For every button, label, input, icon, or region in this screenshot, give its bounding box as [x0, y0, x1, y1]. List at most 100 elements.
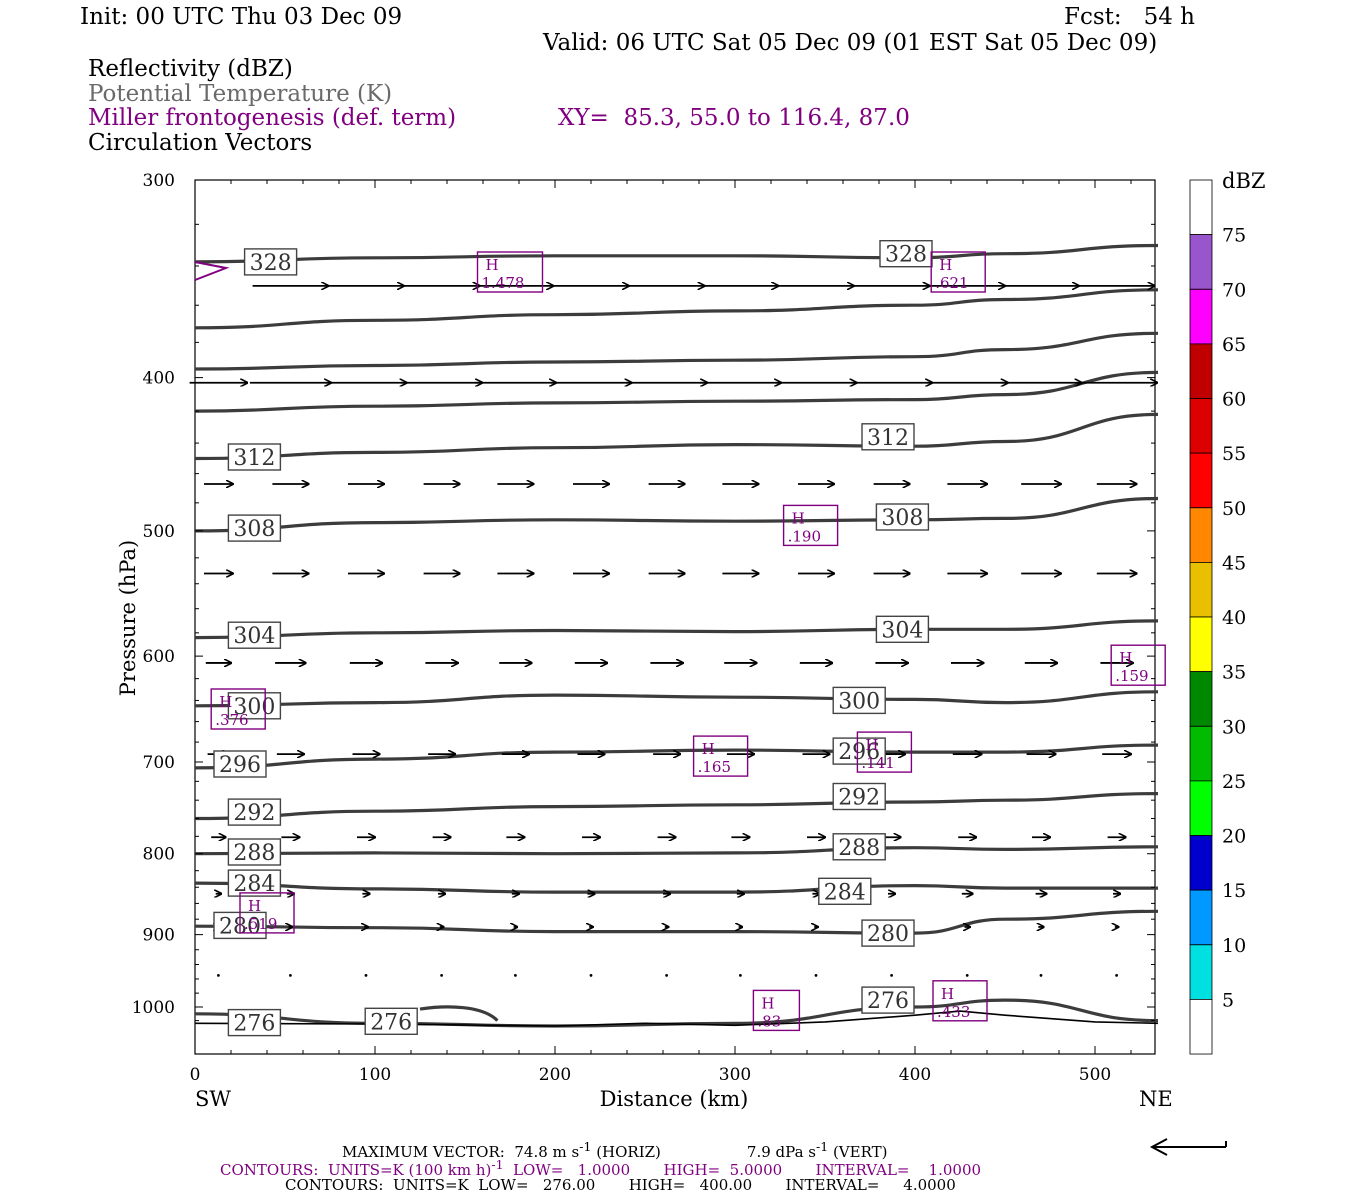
- vector-dot: [217, 973, 220, 977]
- colorbar-swatch: [1189, 288, 1213, 345]
- fronto-high-value: .376: [215, 711, 248, 729]
- theta-contour-line: [194, 881, 1158, 894]
- theta-label-box: [832, 833, 886, 861]
- vector-dot: [739, 973, 742, 977]
- field-theta: Potential Temperature (K): [88, 81, 393, 107]
- theta-label: 292: [233, 801, 275, 826]
- theta-label: 276: [233, 1012, 275, 1037]
- y-tick-label: 900: [143, 926, 175, 946]
- vector-dot: [589, 973, 593, 977]
- max-vector-info: MAXIMUM VECTOR: 74.8 m s-1 (HORIZ) 7.9 dP…: [342, 1139, 888, 1161]
- vector-dot: [289, 973, 292, 977]
- colorbar-label: 5: [1222, 989, 1234, 1011]
- colorbar: 75 70 65 60 55 50 45 40 35 30 25 20 15 10 5: [1189, 179, 1246, 1055]
- y-tick-label: 700: [143, 753, 175, 773]
- fronto-high-box: [210, 688, 266, 730]
- circulation-vectors: [189, 286, 1158, 977]
- colorbar-swatch: [1189, 835, 1213, 891]
- colorbar-label: 45: [1222, 552, 1246, 574]
- theta-label-box: [227, 869, 282, 897]
- colorbar-label: 50: [1222, 498, 1246, 520]
- theta-label: 292: [838, 785, 880, 810]
- fronto-high-value: .141: [861, 754, 894, 772]
- fronto-high-box: [752, 989, 801, 1032]
- fronto-high-label: H: [219, 693, 232, 711]
- theta-label-box: [227, 621, 282, 649]
- theta-label-box: [213, 750, 267, 778]
- y-tick-label: 300: [143, 171, 175, 191]
- theta-label-box: [227, 838, 282, 866]
- theta-contour-line: [419, 1005, 499, 1022]
- fronto-high-label: H: [792, 509, 805, 527]
- theta-label-box: [227, 1008, 282, 1037]
- ne-label: NE: [1139, 1087, 1173, 1111]
- theta-contour-line: [194, 288, 1159, 330]
- colorbar-swatch: [1189, 780, 1213, 836]
- theta-label-box: [832, 686, 886, 715]
- theta-label-box: [832, 782, 886, 811]
- vector-dot: [890, 973, 893, 977]
- colorbar-swatch: [1189, 179, 1213, 236]
- theta-label: 308: [881, 506, 923, 531]
- colorbar-label: 25: [1222, 771, 1246, 793]
- colorbar-swatch: [1189, 562, 1213, 618]
- colorbar-label: 75: [1222, 225, 1246, 247]
- theta-labels: 328 328 312 312 308 308 304 304 300 300 296 296 292 2…: [213, 239, 933, 1037]
- fronto-high-value: .190: [788, 527, 821, 545]
- fronto-high-box: [692, 735, 749, 777]
- fronto-high-box: [782, 504, 839, 547]
- y-axis-label: Pressure (hPa): [116, 540, 140, 696]
- vector-dot: [364, 973, 368, 977]
- theta-contour-line: [194, 909, 1159, 935]
- y-tick-label: 500: [143, 522, 175, 542]
- colorbar-swatch: [1189, 889, 1213, 946]
- fronto-high-label: H: [702, 740, 715, 758]
- vector-dot: [440, 973, 443, 977]
- colorbar-swatch: [1189, 507, 1213, 563]
- theta-label: 288: [838, 836, 880, 861]
- x-tick-label: 0: [190, 1065, 201, 1085]
- frontogenesis-highs: H1.478H.621H.190H.159H.376H.165H.141H.51…: [210, 251, 1166, 1032]
- colorbar-label: 15: [1222, 880, 1246, 902]
- x-tick-label: 500: [1079, 1065, 1111, 1085]
- y-tick-label: 600: [143, 647, 175, 667]
- fronto-high-label: H: [761, 994, 774, 1012]
- theta-label: 328: [250, 251, 292, 276]
- x-tick-label: 100: [359, 1065, 391, 1085]
- theta-contours: [194, 243, 1159, 1028]
- fronto-high-value: .159: [1115, 667, 1148, 685]
- theta-label-box: [861, 423, 915, 451]
- colorbar-label: 40: [1222, 607, 1246, 629]
- vector-dot: [1115, 973, 1118, 977]
- theta-contour-line: [194, 619, 1159, 640]
- reference-vector-arrow: [1149, 1138, 1227, 1156]
- surface-line: [194, 1010, 1159, 1027]
- init-time: Init: 00 UTC Thu 03 Dec 09: [80, 4, 403, 30]
- theta-label: 328: [885, 243, 927, 268]
- theta-contour-line: [194, 845, 1159, 856]
- colorbar-swatch: [1189, 999, 1213, 1055]
- y-tick-label: 400: [143, 369, 175, 389]
- field-frontogenesis: Miller frontogenesis (def. term): [88, 105, 457, 131]
- axes: 0 100 200 300 400 500 300 400 500 600 700 800 900 100…: [132, 171, 1155, 1085]
- theta-label-box: [227, 798, 282, 826]
- theta-label: 296: [838, 740, 880, 765]
- fronto-high-value: 1.478: [482, 274, 525, 292]
- colorbar-label: 70: [1222, 279, 1246, 301]
- theta-label-box: [832, 737, 886, 765]
- fronto-high-value: .621: [935, 274, 968, 292]
- fronto-high-box: [856, 731, 913, 773]
- fronto-high-label: H: [939, 256, 952, 274]
- theta-label-box: [875, 503, 930, 531]
- theta-label: 288: [233, 841, 275, 866]
- theta-label-box: [227, 692, 282, 720]
- vector-dot: [814, 973, 818, 977]
- fronto-high-box: [930, 251, 986, 293]
- theta-label-box: [227, 443, 282, 471]
- fronto-high-box: [1110, 644, 1166, 686]
- theta-label-box: [875, 615, 930, 643]
- theta-label: 300: [233, 695, 275, 720]
- theta-label-box: [818, 877, 872, 905]
- theta-label: 304: [233, 624, 275, 649]
